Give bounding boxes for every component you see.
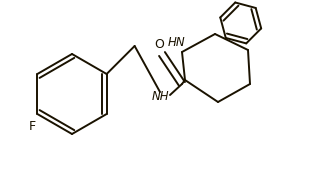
Text: NH: NH bbox=[152, 90, 169, 103]
Text: F: F bbox=[29, 119, 36, 132]
Text: O: O bbox=[154, 37, 164, 50]
Text: HN: HN bbox=[168, 36, 186, 49]
